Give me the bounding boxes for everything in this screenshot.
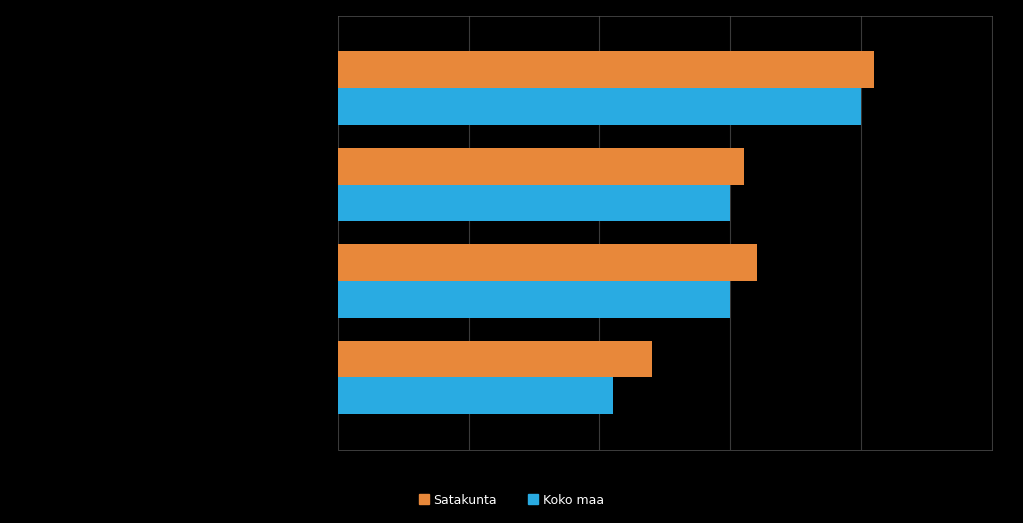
Legend: Satakunta, Koko maa: Satakunta, Koko maa: [413, 488, 610, 511]
Bar: [338, 88, 861, 124]
Bar: [338, 244, 757, 281]
Bar: [338, 185, 730, 221]
Bar: [338, 281, 730, 317]
Bar: [338, 51, 875, 88]
Bar: [338, 378, 613, 414]
Bar: [338, 148, 744, 185]
Bar: [338, 341, 652, 378]
